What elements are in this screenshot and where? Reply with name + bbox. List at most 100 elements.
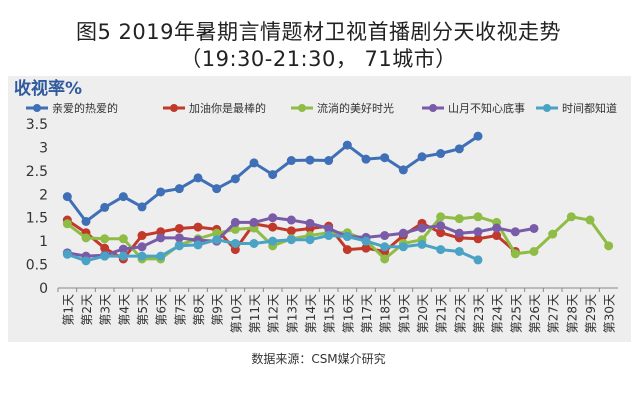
data-point-4 bbox=[417, 223, 427, 233]
data-point-5 bbox=[118, 251, 128, 261]
data-point-1 bbox=[268, 170, 278, 180]
data-point-3 bbox=[380, 254, 390, 264]
data-point-5 bbox=[230, 238, 240, 248]
data-point-4 bbox=[249, 217, 259, 227]
data-point-5 bbox=[156, 251, 166, 261]
data-point-5 bbox=[193, 240, 203, 250]
data-point-2 bbox=[268, 222, 278, 232]
data-point-1 bbox=[100, 202, 110, 212]
data-point-1 bbox=[193, 173, 203, 183]
y-tick-label: 3 bbox=[39, 140, 48, 156]
data-point-5 bbox=[174, 241, 184, 251]
data-point-1 bbox=[174, 184, 184, 194]
data-point-1 bbox=[230, 174, 240, 184]
data-point-1 bbox=[342, 140, 352, 150]
x-tick-label: 第12天 bbox=[267, 294, 281, 333]
data-point-5 bbox=[454, 246, 464, 256]
data-point-1 bbox=[305, 155, 315, 165]
data-point-1 bbox=[81, 216, 91, 226]
data-point-1 bbox=[118, 192, 128, 202]
data-point-5 bbox=[473, 255, 483, 265]
data-point-3 bbox=[230, 224, 240, 234]
data-point-2 bbox=[193, 222, 203, 232]
line-chart: 收视率% 亲爱的热爱的 加油你是最棒的 流淌的美好时光 山月不知心底事 时间都知道 0 0.5… bbox=[14, 78, 618, 333]
data-point-3 bbox=[436, 212, 446, 222]
data-point-1 bbox=[454, 144, 464, 154]
x-tick-label: 第17天 bbox=[360, 294, 374, 333]
data-point-5 bbox=[380, 242, 390, 252]
x-tick-label: 第8天 bbox=[192, 294, 206, 326]
data-point-4 bbox=[324, 223, 334, 233]
y-tick-label: 2 bbox=[39, 187, 48, 203]
legend-marker-1 bbox=[33, 104, 41, 112]
data-point-1 bbox=[473, 131, 483, 141]
x-tick-label: 第9天 bbox=[211, 294, 225, 326]
legend-marker-3 bbox=[298, 104, 306, 112]
legend-marker-2 bbox=[170, 104, 178, 112]
x-tick-label: 第19天 bbox=[397, 294, 411, 333]
x-tick-label: 第3天 bbox=[99, 294, 113, 326]
data-point-2 bbox=[174, 223, 184, 233]
data-point-3 bbox=[81, 233, 91, 243]
x-tick-label: 第14天 bbox=[304, 294, 318, 333]
x-tick-label: 第1天 bbox=[61, 294, 75, 326]
x-tick-label: 第29天 bbox=[584, 294, 598, 333]
data-point-4 bbox=[380, 231, 390, 241]
x-tick-label: 第22天 bbox=[453, 294, 467, 333]
data-point-3 bbox=[510, 249, 520, 259]
data-point-3 bbox=[62, 219, 72, 229]
y-axis-label: 收视率% bbox=[14, 78, 82, 99]
data-point-1 bbox=[361, 154, 371, 164]
data-point-1 bbox=[324, 156, 334, 166]
y-tick-label: 2.5 bbox=[26, 164, 48, 180]
data-point-4 bbox=[510, 227, 520, 237]
data-point-5 bbox=[436, 245, 446, 255]
data-point-1 bbox=[286, 156, 296, 166]
data-point-3 bbox=[454, 214, 464, 224]
data-point-5 bbox=[324, 231, 334, 241]
data-point-4 bbox=[529, 223, 539, 233]
data-point-1 bbox=[156, 187, 166, 197]
data-point-3 bbox=[118, 234, 128, 244]
data-point-3 bbox=[100, 234, 110, 244]
data-point-5 bbox=[342, 231, 352, 241]
data-point-2 bbox=[361, 243, 371, 253]
chart-area: 收视率% 亲爱的热爱的 加油你是最棒的 流淌的美好时光 山月不知心底事 时间都知道 0 0.5… bbox=[8, 76, 631, 342]
x-tick-label: 第11天 bbox=[248, 294, 262, 333]
data-point-5 bbox=[305, 235, 315, 245]
data-point-5 bbox=[417, 239, 427, 249]
legend-label-2: 加油你是最棒的 bbox=[189, 101, 266, 115]
y-tick-label: 1.5 bbox=[26, 211, 48, 227]
data-point-3 bbox=[566, 212, 576, 222]
data-point-1 bbox=[417, 152, 427, 162]
data-point-5 bbox=[81, 256, 91, 266]
data-point-1 bbox=[62, 192, 72, 202]
x-tick-label: 第23天 bbox=[472, 294, 486, 333]
data-point-5 bbox=[249, 238, 259, 248]
legend-label-3: 流淌的美好时光 bbox=[317, 101, 394, 115]
data-point-1 bbox=[137, 202, 147, 212]
x-tick-label: 第6天 bbox=[155, 294, 169, 326]
data-point-4 bbox=[137, 242, 147, 252]
data-point-2 bbox=[436, 228, 446, 238]
legend-marker-4 bbox=[429, 104, 437, 112]
x-tick-label: 第24天 bbox=[491, 294, 505, 333]
data-point-4 bbox=[174, 233, 184, 243]
y-tick-label: 0.5 bbox=[26, 258, 48, 274]
data-point-2 bbox=[100, 243, 110, 253]
data-point-3 bbox=[473, 212, 483, 222]
data-point-2 bbox=[342, 245, 352, 255]
x-tick-label: 第20天 bbox=[416, 294, 430, 333]
data-point-1 bbox=[380, 153, 390, 163]
legend-label-4: 山月不知心底事 bbox=[448, 101, 525, 115]
data-point-1 bbox=[398, 165, 408, 175]
data-point-4 bbox=[398, 228, 408, 238]
legend-label-5: 时间都知道 bbox=[562, 101, 617, 115]
data-point-2 bbox=[473, 234, 483, 244]
data-point-4 bbox=[268, 213, 278, 223]
data-point-5 bbox=[137, 251, 147, 261]
data-point-4 bbox=[454, 228, 464, 238]
x-tick-label: 第25天 bbox=[509, 294, 523, 333]
x-tick-label: 第16天 bbox=[341, 294, 355, 333]
x-tick-label: 第2天 bbox=[80, 294, 94, 326]
